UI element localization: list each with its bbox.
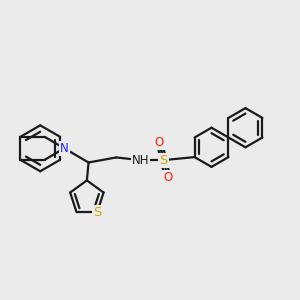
Text: O: O [163, 171, 172, 184]
Text: S: S [93, 206, 101, 219]
Text: S: S [159, 154, 168, 166]
Text: O: O [155, 136, 164, 149]
Text: N: N [60, 142, 69, 155]
Text: NH: NH [132, 154, 149, 166]
